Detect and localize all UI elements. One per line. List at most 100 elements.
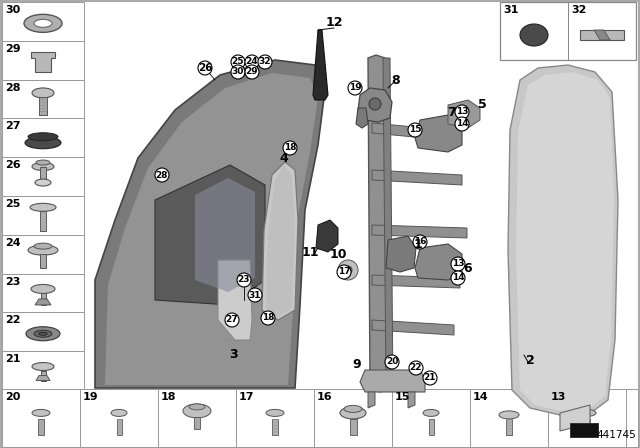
Polygon shape: [262, 162, 298, 320]
Text: 29: 29: [246, 68, 259, 77]
Bar: [429, 419, 433, 435]
Ellipse shape: [30, 203, 56, 211]
Text: 20: 20: [5, 392, 20, 402]
Bar: [470, 389, 548, 447]
Circle shape: [455, 105, 469, 119]
Ellipse shape: [183, 404, 211, 418]
Text: 17: 17: [338, 267, 350, 276]
Circle shape: [283, 141, 297, 155]
Polygon shape: [372, 123, 457, 141]
Text: 28: 28: [5, 82, 20, 93]
Polygon shape: [415, 115, 462, 152]
Polygon shape: [386, 236, 416, 272]
Circle shape: [225, 313, 239, 327]
Bar: [2, 312, 84, 351]
Bar: [506, 419, 512, 435]
Polygon shape: [218, 260, 252, 340]
Circle shape: [451, 257, 465, 271]
Text: 441745: 441745: [596, 430, 636, 440]
Text: 12: 12: [325, 16, 343, 29]
Bar: [2, 389, 80, 447]
Text: 31: 31: [249, 290, 261, 300]
Circle shape: [408, 123, 422, 137]
Text: 14: 14: [456, 120, 468, 129]
Text: 21: 21: [424, 374, 436, 383]
Bar: [40, 293, 45, 305]
Circle shape: [338, 260, 358, 280]
Text: 15: 15: [395, 392, 410, 402]
Ellipse shape: [28, 133, 58, 141]
Text: 26: 26: [198, 63, 212, 73]
Circle shape: [413, 235, 427, 249]
Bar: [349, 419, 356, 435]
Bar: [39, 97, 47, 115]
Bar: [2, 118, 84, 157]
Polygon shape: [95, 60, 325, 388]
Ellipse shape: [499, 411, 519, 419]
Ellipse shape: [111, 409, 127, 416]
Bar: [314, 389, 392, 447]
Text: 9: 9: [353, 358, 362, 371]
Bar: [38, 419, 44, 435]
Polygon shape: [368, 55, 388, 392]
Bar: [236, 389, 314, 447]
Circle shape: [369, 98, 381, 110]
Bar: [272, 419, 278, 435]
Circle shape: [423, 371, 437, 385]
Ellipse shape: [189, 404, 205, 410]
Text: 30: 30: [232, 68, 244, 77]
Polygon shape: [195, 178, 255, 292]
Text: 3: 3: [230, 349, 238, 362]
Text: 23: 23: [237, 276, 250, 284]
Circle shape: [409, 361, 423, 375]
Text: 25: 25: [5, 199, 20, 209]
Polygon shape: [594, 30, 610, 40]
Polygon shape: [383, 58, 393, 388]
Polygon shape: [313, 30, 328, 100]
Ellipse shape: [28, 245, 58, 255]
Polygon shape: [372, 225, 467, 238]
Text: 26: 26: [5, 160, 20, 170]
Ellipse shape: [520, 24, 548, 46]
Bar: [584, 419, 590, 435]
Circle shape: [337, 265, 351, 279]
Bar: [2, 389, 638, 447]
Text: 8: 8: [392, 73, 400, 86]
Circle shape: [231, 65, 245, 79]
Text: 18: 18: [161, 392, 177, 402]
Circle shape: [198, 61, 212, 75]
Text: 16: 16: [413, 237, 426, 246]
Ellipse shape: [35, 179, 51, 186]
Bar: [2, 2, 84, 41]
Text: 24: 24: [246, 57, 259, 66]
Text: 27: 27: [226, 315, 238, 324]
Polygon shape: [360, 370, 425, 392]
Polygon shape: [580, 30, 624, 40]
Circle shape: [455, 117, 469, 131]
Polygon shape: [372, 275, 460, 288]
Bar: [40, 167, 46, 182]
Polygon shape: [105, 73, 318, 385]
Ellipse shape: [578, 409, 596, 416]
Bar: [194, 417, 200, 429]
Text: 18: 18: [284, 143, 296, 152]
Ellipse shape: [32, 362, 54, 370]
Bar: [40, 370, 45, 380]
Text: 13: 13: [456, 108, 468, 116]
Circle shape: [155, 168, 169, 182]
Ellipse shape: [32, 409, 50, 416]
Circle shape: [248, 288, 262, 302]
Ellipse shape: [32, 163, 54, 171]
Ellipse shape: [34, 330, 52, 337]
Polygon shape: [31, 52, 55, 72]
Text: 30: 30: [5, 5, 20, 15]
Polygon shape: [266, 165, 295, 317]
Ellipse shape: [36, 160, 50, 165]
Bar: [2, 235, 84, 274]
Text: 31: 31: [503, 5, 518, 15]
Text: 10: 10: [329, 249, 347, 262]
Text: 32: 32: [259, 57, 271, 66]
Text: 17: 17: [239, 392, 255, 402]
Polygon shape: [560, 405, 590, 431]
Circle shape: [245, 65, 259, 79]
